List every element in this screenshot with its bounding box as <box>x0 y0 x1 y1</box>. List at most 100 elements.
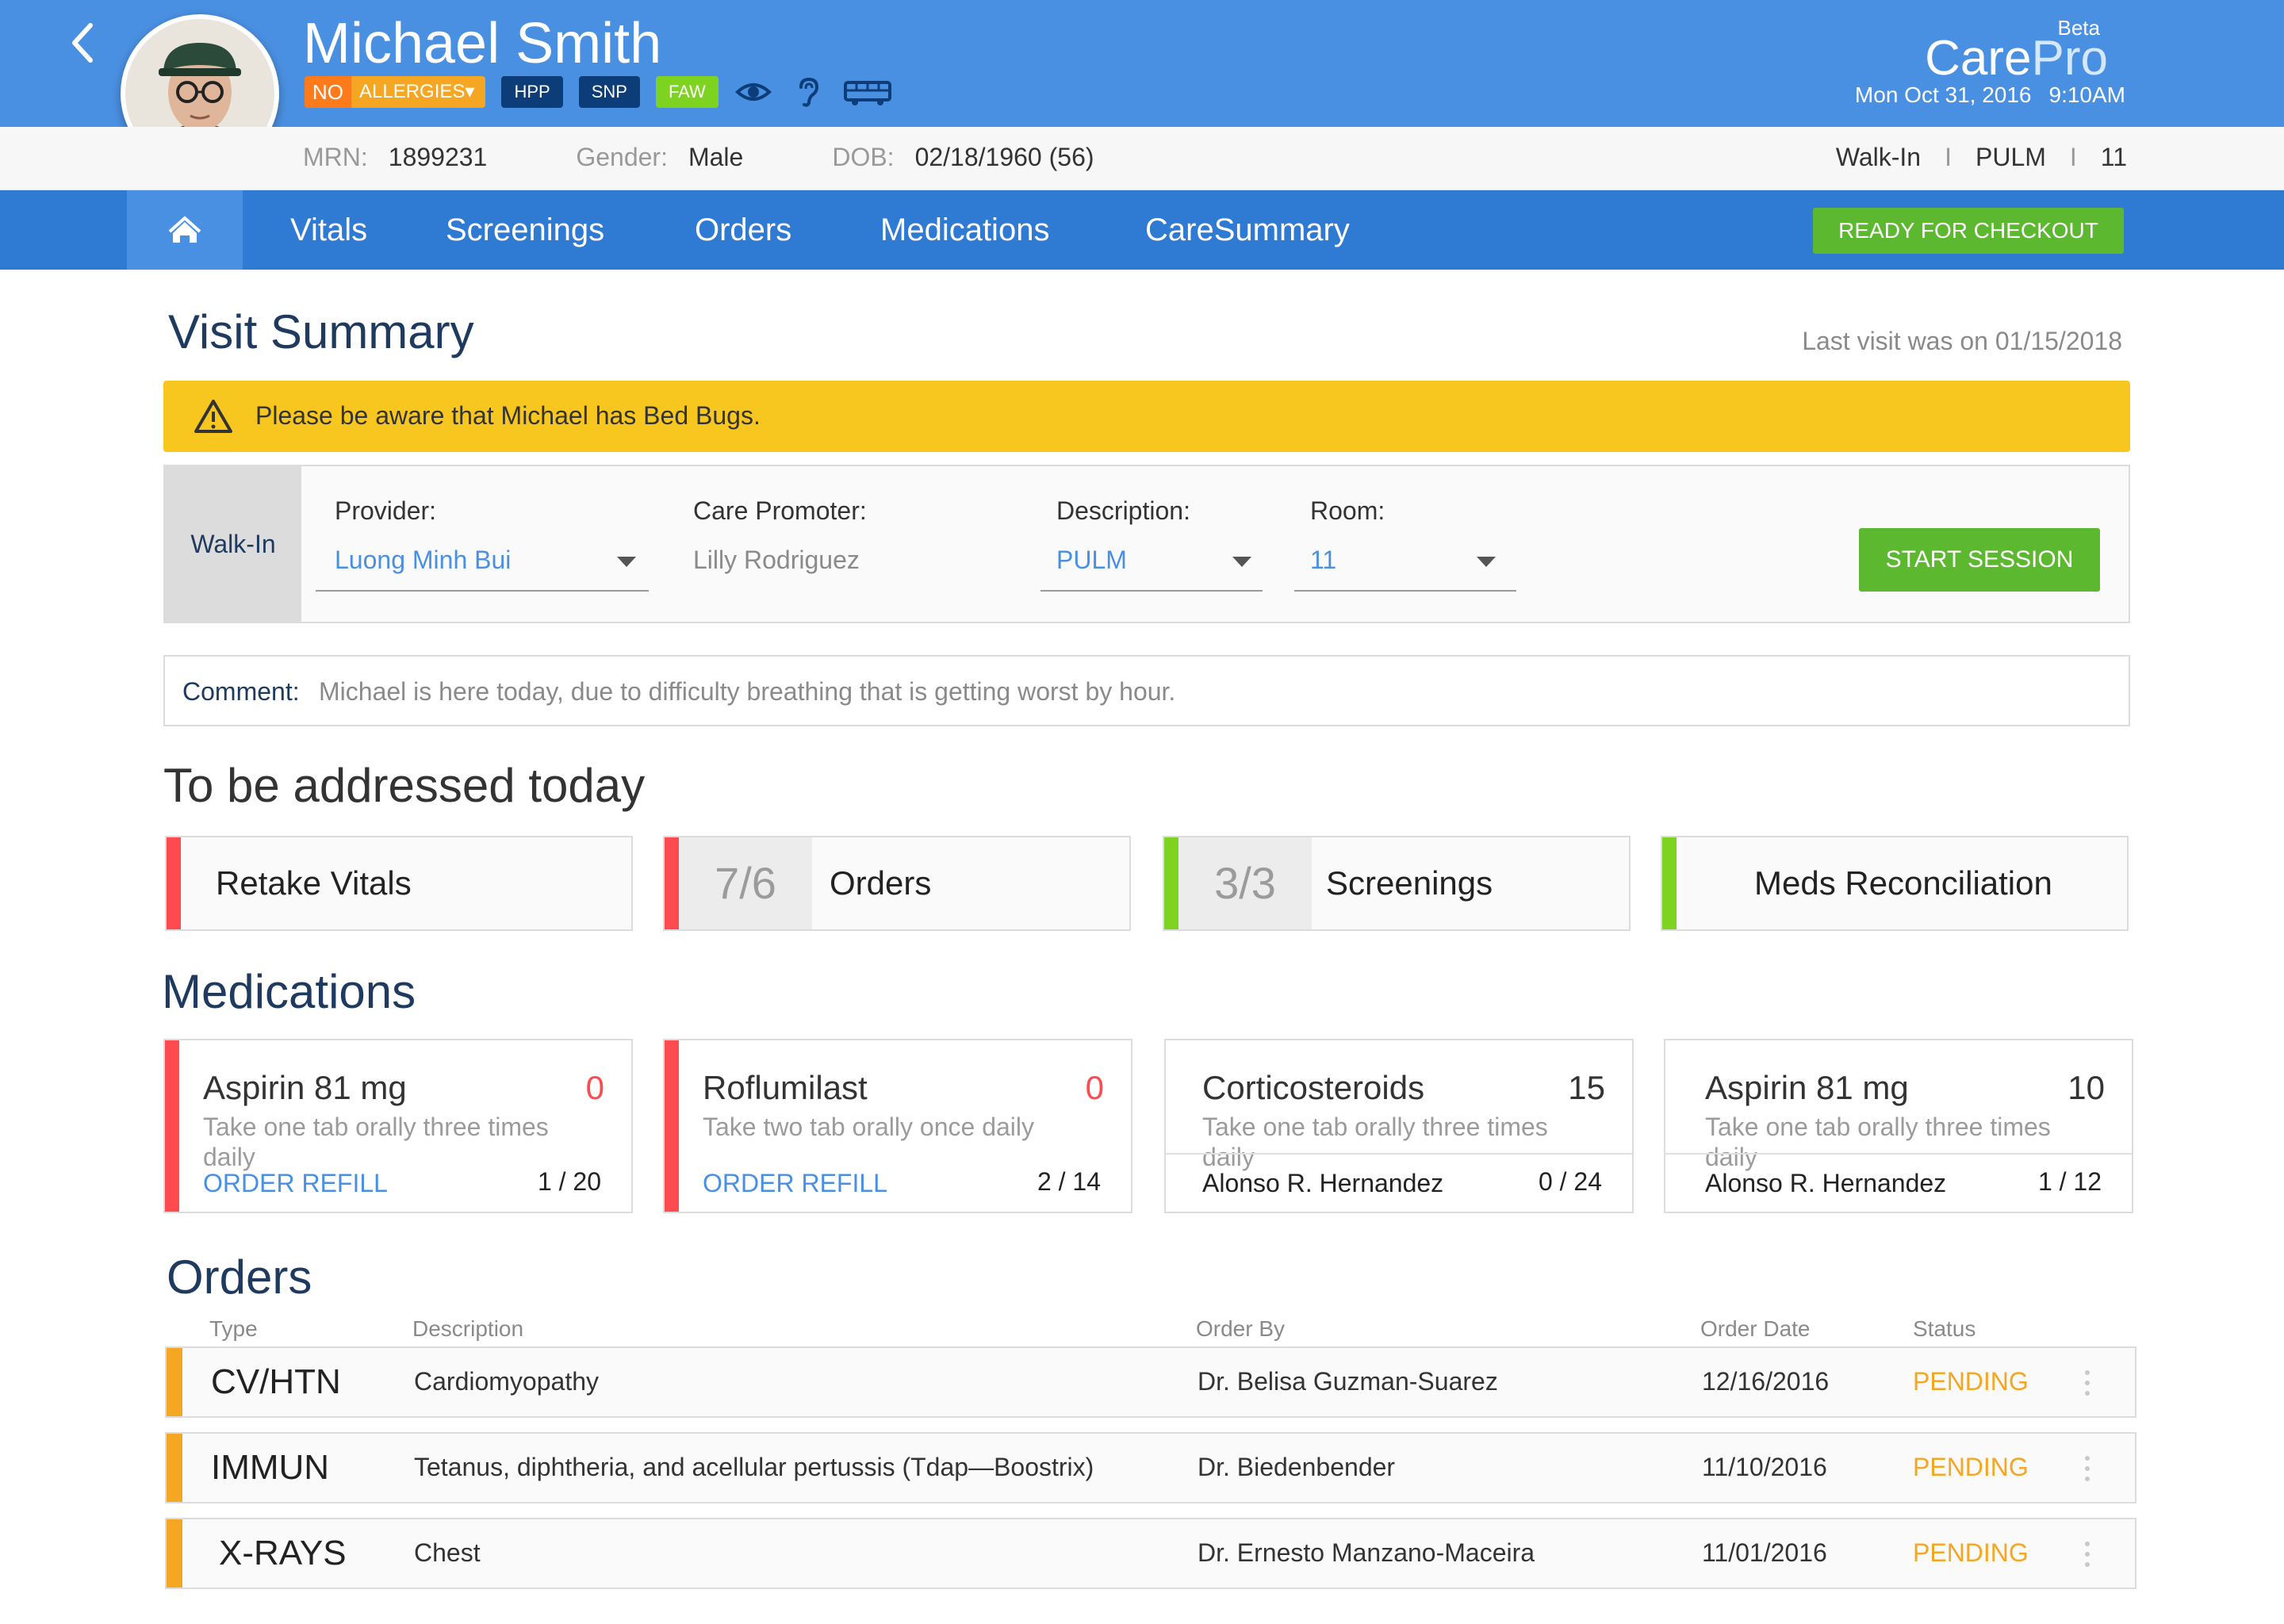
task-card-orders[interactable]: 7/6 Orders <box>663 836 1131 931</box>
comment-label: Comment: <box>182 677 300 706</box>
current-date: Mon Oct 31, 2016 <box>1854 82 2032 107</box>
room-underline <box>1294 590 1516 592</box>
order-refill-link[interactable]: ORDER REFILL <box>203 1169 388 1197</box>
description-select[interactable]: PULM <box>1056 546 1127 574</box>
column-header-status: Status <box>1913 1316 1976 1341</box>
more-vertical-icon[interactable] <box>2084 1454 2090 1483</box>
to-be-addressed-title: To be addressed today <box>163 759 646 812</box>
back-chevron-icon[interactable] <box>63 19 103 67</box>
medication-instructions: Take one tab orally three times daily <box>1202 1113 1548 1171</box>
order-row[interactable]: CV/HTN Cardiomyopathy Dr. Belisa Guzman-… <box>165 1346 2136 1418</box>
order-by: Dr. Ernesto Manzano-Maceira <box>1198 1538 1535 1567</box>
status-bar <box>665 1040 679 1212</box>
nav-screenings[interactable]: Screenings <box>446 213 605 247</box>
order-description: Tetanus, diphtheria, and acellular pertu… <box>414 1453 1094 1481</box>
chevron-down-icon[interactable] <box>1477 557 1496 567</box>
tag-hpp[interactable]: HPP <box>501 76 563 108</box>
order-row[interactable]: IMMUN Tetanus, diphtheria, and acellular… <box>165 1432 2136 1503</box>
medication-card[interactable]: Roflumilast 0 Take two tab orally once d… <box>663 1039 1132 1213</box>
order-type: CV/HTN <box>211 1362 341 1401</box>
order-type: IMMUN <box>211 1448 330 1487</box>
medication-instructions: Take one tab orally three times daily <box>1705 1113 2051 1171</box>
order-description: Chest <box>414 1538 481 1567</box>
task-card-screenings[interactable]: 3/3 Screenings <box>1163 836 1631 931</box>
visit-type-label: Walk-In <box>165 466 301 622</box>
chevron-down-icon[interactable] <box>617 557 636 567</box>
medication-card[interactable]: Corticosteroids 15 Take one tab orally t… <box>1164 1039 1634 1213</box>
divider <box>1166 1153 1632 1155</box>
refill-fraction: 1 / 20 <box>537 1167 601 1196</box>
status-bar <box>167 837 181 929</box>
task-title: Screenings <box>1326 864 1493 902</box>
order-description: Cardiomyopathy <box>414 1367 599 1396</box>
allergies-dropdown[interactable]: NO ALLERGIES▾ <box>305 76 486 108</box>
separator: I <box>2069 143 2077 171</box>
order-status: PENDING <box>1913 1538 2029 1567</box>
provider-underline <box>316 590 649 592</box>
tag-faw[interactable]: FAW <box>655 76 719 108</box>
order-by: Dr. Biedenbender <box>1198 1453 1396 1481</box>
gender-value: Male <box>688 143 744 171</box>
refill-fraction: 0 / 24 <box>1538 1167 1602 1196</box>
nav-vitals[interactable]: Vitals <box>290 213 368 247</box>
nav-caresummary[interactable]: CareSummary <box>1145 213 1350 247</box>
current-time: 9:10AM <box>2048 82 2126 107</box>
column-header-type: Type <box>209 1316 258 1341</box>
task-count: 7/6 <box>679 837 812 929</box>
nav-medications[interactable]: Medications <box>880 213 1050 247</box>
beta-label: Beta <box>2057 16 2101 40</box>
order-date: 11/10/2016 <box>1702 1453 1827 1481</box>
more-vertical-icon[interactable] <box>2084 1369 2090 1397</box>
visit-info: Walk-In I PULM I 11 <box>1836 143 2127 172</box>
description-underline <box>1040 590 1263 592</box>
column-header-order-date: Order Date <box>1700 1316 1811 1341</box>
medication-name: Roflumilast <box>703 1069 868 1106</box>
main-nav: Vitals Screenings Orders Medications Car… <box>0 190 2284 270</box>
nav-orders[interactable]: Orders <box>695 213 792 247</box>
ready-for-checkout-button[interactable]: READY FOR CHECKOUT <box>1813 208 2124 254</box>
status-bar <box>167 1434 182 1502</box>
start-session-button[interactable]: START SESSION <box>1859 528 2100 592</box>
nav-home[interactable] <box>127 190 243 270</box>
mrn-value: 1899231 <box>388 143 488 171</box>
divider <box>1665 1153 2132 1155</box>
room-select[interactable]: 11 <box>1310 546 1337 574</box>
medication-name: Corticosteroids <box>1202 1069 1425 1106</box>
allergy-label: ALLERGIES▾ <box>359 81 475 102</box>
medication-instructions: Take two tab orally once daily <box>703 1113 1034 1141</box>
hearing-ear-icon[interactable] <box>788 76 826 108</box>
order-refill-link[interactable]: ORDER REFILL <box>703 1169 887 1197</box>
medication-quantity: 15 <box>1568 1069 1605 1106</box>
task-card-retake-vitals[interactable]: Retake Vitals <box>165 836 633 931</box>
medication-card[interactable]: Aspirin 81 mg 10 Take one tab orally thr… <box>1664 1039 2133 1213</box>
visit-department: PULM <box>1975 143 2046 171</box>
more-vertical-icon[interactable] <box>2084 1540 2090 1568</box>
provider-select[interactable]: Luong Minh Bui <box>335 546 512 574</box>
comment-box[interactable]: Comment: Michael is here today, due to d… <box>163 655 2130 726</box>
patient-name: Michael Smith <box>303 12 662 75</box>
warning-icon <box>194 400 232 433</box>
medication-quantity: 0 <box>585 1069 604 1106</box>
column-header-order-by: Order By <box>1196 1316 1286 1341</box>
medication-instructions: Take one tab orally three times daily <box>203 1113 549 1171</box>
patient-subheader: MRN: 1899231 Gender: Male DOB: 02/18/196… <box>0 127 2284 190</box>
tag-snp[interactable]: SNP <box>578 76 640 108</box>
task-card-meds-reconciliation[interactable]: Meds Reconciliation <box>1661 836 2129 931</box>
care-promoter-value: Lilly Rodriguez <box>693 546 860 574</box>
medication-quantity: 0 <box>1085 1069 1104 1106</box>
comment-text: Michael is here today, due to difficulty… <box>319 677 1176 706</box>
medication-card[interactable]: Aspirin 81 mg 0 Take one tab orally thre… <box>163 1039 633 1213</box>
home-icon <box>168 216 201 243</box>
order-status: PENDING <box>1913 1367 2029 1396</box>
last-visit-text: Last visit was on 01/15/2018 <box>1802 327 2122 355</box>
dob-label: DOB: <box>832 143 895 171</box>
vision-eye-icon[interactable] <box>734 76 772 108</box>
alert-message: Please be aware that Michael has Bed Bug… <box>255 401 761 430</box>
order-row[interactable]: X-RAYS Chest Dr. Ernesto Manzano-Maceira… <box>165 1518 2136 1589</box>
order-date: 11/01/2016 <box>1702 1538 1827 1567</box>
separator: I <box>1945 143 1952 171</box>
status-bar <box>165 1040 179 1212</box>
description-label: Description: <box>1056 496 1190 525</box>
transport-bus-icon[interactable] <box>842 76 893 108</box>
chevron-down-icon[interactable] <box>1232 557 1251 567</box>
